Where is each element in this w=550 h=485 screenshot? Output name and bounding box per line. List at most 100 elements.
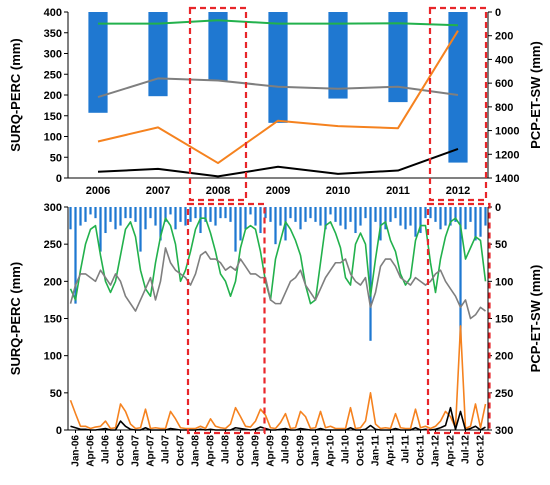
bar-monthly-24 (189, 207, 192, 222)
bar-annual-5 (388, 12, 408, 103)
bar-monthly-45 (294, 207, 297, 222)
y-axis-title: SURQ-PERC (mm) (8, 262, 23, 375)
x-tick-label: Apr-06 (86, 435, 97, 467)
bar-monthly-19 (164, 207, 167, 222)
x-tick-label: Jul-09 (281, 435, 292, 464)
right-tick-label: 100 (495, 276, 513, 288)
bar-monthly-20 (169, 207, 172, 215)
x-tick-label: Apr-12 (446, 435, 457, 467)
right-tick-label: 400 (495, 54, 513, 66)
x-tick-label: 2011 (386, 185, 410, 197)
bar-monthly-0 (69, 207, 72, 230)
chart-panel-annual: 0 50 100 150 200 250 300 350 400 0 200 400 600 800 100… (8, 6, 543, 202)
bar-annual-6 (448, 12, 468, 163)
bar-monthly-4 (89, 207, 92, 215)
bar-monthly-57 (354, 207, 357, 234)
bar-monthly-76 (449, 207, 452, 226)
bar-monthly-23 (184, 207, 187, 226)
bar-monthly-22 (179, 207, 182, 222)
left-tick-label: 0 (56, 425, 62, 437)
bar-monthly-61 (374, 207, 377, 222)
series-line-monthly-2 (69, 325, 487, 430)
bar-monthly-46 (299, 207, 302, 230)
bar-monthly-59 (364, 207, 367, 219)
highlight-box-1 (428, 6, 488, 202)
x-tick-label: Jan-11 (371, 435, 382, 467)
bar-monthly-80 (469, 207, 472, 222)
right-tick-label: 0 (495, 7, 501, 19)
bar-monthly-2 (79, 207, 82, 226)
chart-panel-monthly: 0 50 100 150 200 250 300 0 50 100 150 200 250 300 SURQ… (8, 202, 543, 467)
right-tick-label: 1000 (495, 126, 519, 138)
left-tick-label: 150 (44, 111, 62, 123)
series-line-annual-2 (97, 30, 459, 165)
right-tick-label: 250 (495, 388, 513, 400)
x-tick-label: Apr-07 (146, 435, 157, 467)
right-tick-label: 300 (495, 425, 513, 437)
bar-monthly-1 (74, 207, 77, 304)
bar-monthly-9 (114, 207, 117, 230)
left-tick-label: 50 (50, 388, 62, 400)
bar-monthly-75 (444, 207, 447, 226)
left-tick-label: 300 (44, 202, 62, 214)
x-tick-label: Jul-07 (161, 435, 172, 464)
right-tick-label: 600 (495, 78, 513, 90)
series-line-annual-3 (97, 148, 459, 178)
left-tick-label: 100 (44, 132, 62, 144)
bar-monthly-27 (204, 207, 207, 222)
bar-monthly-5 (94, 207, 97, 219)
bar-monthly-74 (439, 207, 442, 230)
highlight-box-0 (188, 6, 248, 202)
right-tick-label: 200 (495, 351, 513, 363)
bar-monthly-13 (134, 207, 137, 222)
bar-monthly-47 (304, 207, 307, 222)
y2-axis-title: PCP-ET-SW (mm) (528, 41, 543, 149)
right-tick-label: 1400 (495, 173, 519, 185)
x-tick-label: Apr-08 (206, 435, 217, 467)
x-tick-label: Jan-06 (71, 435, 82, 467)
x-tick-label: Apr-11 (386, 435, 397, 467)
x-tick-label: Jul-06 (101, 435, 112, 464)
bar-monthly-73 (434, 207, 437, 222)
bar-monthly-14 (139, 207, 142, 252)
left-tick-label: 200 (44, 276, 62, 288)
bar-monthly-83 (484, 207, 487, 226)
bar-monthly-77 (454, 207, 457, 222)
bar-monthly-28 (209, 207, 212, 222)
series-line-monthly-1 (69, 247, 486, 320)
left-tick-label: 200 (44, 90, 62, 102)
x-tick-label: Oct-10 (356, 435, 367, 467)
right-tick-label: 200 (495, 31, 513, 43)
bar-monthly-29 (214, 207, 217, 226)
bar-monthly-65 (394, 207, 397, 219)
bar-monthly-82 (479, 207, 482, 237)
bar-monthly-69 (414, 207, 417, 237)
bar-monthly-10 (119, 207, 122, 226)
x-tick-label: Jul-11 (401, 435, 412, 464)
bar-monthly-21 (174, 207, 177, 230)
bar-monthly-48 (309, 207, 312, 219)
bar-monthly-35 (244, 207, 247, 230)
series-line-annual-1 (97, 77, 459, 99)
bar-monthly-11 (124, 207, 127, 219)
series-line-monthly-0 (69, 217, 487, 305)
bar-monthly-33 (234, 207, 237, 252)
bar-annual-3 (268, 12, 288, 123)
left-tick-label: 350 (44, 28, 62, 40)
bar-monthly-67 (404, 207, 407, 230)
right-tick-label: 150 (495, 314, 513, 326)
left-tick-label: 100 (44, 351, 62, 363)
x-tick-label: Jan-07 (131, 435, 142, 467)
bar-monthly-64 (389, 207, 392, 222)
right-tick-label: 0 (495, 202, 501, 214)
x-tick-label: 2007 (146, 185, 170, 197)
bar-monthly-7 (104, 207, 107, 234)
bar-monthly-40 (269, 207, 272, 222)
x-tick-label: Jan-12 (431, 435, 442, 467)
x-tick-label: Apr-09 (266, 435, 277, 467)
left-tick-label: 250 (44, 69, 62, 81)
bar-monthly-63 (384, 207, 387, 230)
highlight-box-0 (186, 202, 266, 435)
